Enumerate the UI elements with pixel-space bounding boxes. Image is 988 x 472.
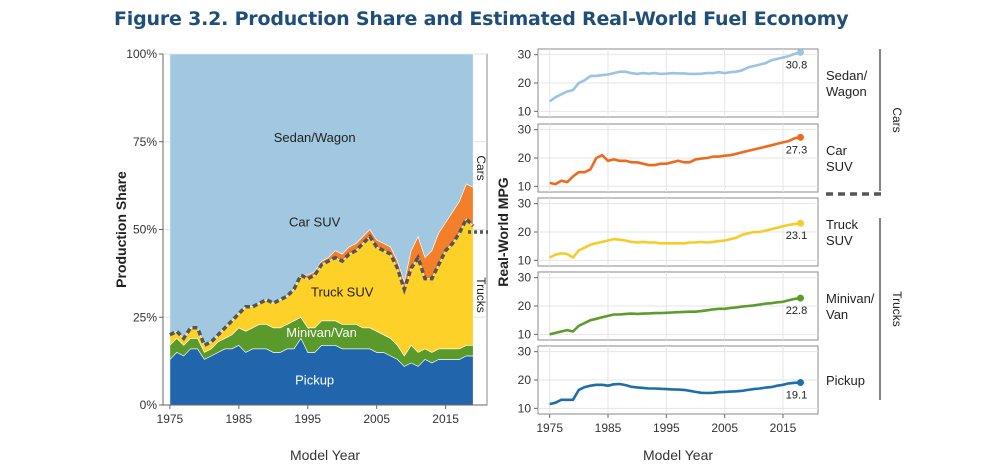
label-minivan-van: Minivan/Van [286,325,357,340]
panel-ytick-label: 20 [518,299,532,313]
area-xtick-label: 1985 [225,412,252,426]
panel-ytick-label: 30 [518,197,532,211]
panel-label: Sedan/ [826,68,868,83]
panel-ytick-label: 30 [518,345,532,359]
mpg-end-value: 19.1 [786,390,807,402]
label-car-suv: Car SUV [289,214,341,229]
mpg-end-value: 23.1 [786,230,807,242]
area-ytick-label: 25% [133,310,157,324]
mpg-endpoint [797,219,804,227]
mpg-line-car-suv [549,136,801,186]
area-ytick-label: 75% [133,135,157,149]
mpg-line-pickup [549,381,801,406]
panel-ytick-label: 10 [518,253,532,267]
area-ytick-label: 50% [133,223,157,237]
area-ytick-label: 0% [140,398,158,412]
label-sedan-wagon: Sedan/Wagon [274,130,356,145]
panel-label: SUV [826,233,853,248]
panel-y-axis-title: Real-World MPG [495,177,511,287]
panel-ytick-label: 30 [518,271,532,285]
mpg-endpoint [797,48,804,56]
mpg-endpoint [797,379,804,387]
panel-ytick-label: 10 [518,327,532,341]
mpg-endpoint [797,294,804,302]
area-xtick-label: 2005 [363,412,390,426]
panel-ytick-label: 10 [518,401,532,415]
panel-label: Car [826,143,848,158]
panel-xtick-label: 1995 [653,421,680,435]
cars-trucks-divider-line [169,216,475,348]
mpg-line-truck-suv [549,221,801,259]
panel-ytick-label: 10 [518,179,532,193]
panel-xtick-label: 1975 [536,421,563,435]
area-x-axis-title: Model Year [290,447,360,463]
area-ytick-label: 100% [126,47,157,61]
panel-xtick-label: 2005 [711,421,738,435]
label-truck-suv: Truck SUV [311,285,374,300]
panel-label: Pickup [826,373,865,388]
area-y-axis-title: Production Share [113,171,129,288]
panel-x-axis-title: Model Year [643,447,713,463]
mpg-end-value: 30.8 [786,59,807,71]
panel-ytick-label: 20 [518,373,532,387]
area-xtick-label: 1975 [157,412,184,426]
mpg-endpoint [797,133,804,141]
side-label-cars: Cars [890,107,904,132]
mpg-end-value: 27.3 [786,144,807,156]
panel-label: Truck [826,217,859,232]
panel-ytick-label: 20 [518,225,532,239]
panel-ytick-label: 20 [518,151,532,165]
panel-xtick-label: 2015 [770,421,797,435]
panel-label: Minivan/ [826,291,875,306]
mpg-line-minivan-van [549,296,801,336]
area-side-label-cars: Cars [474,155,488,180]
label-pickup: Pickup [295,372,334,387]
area-side-label-trucks: Trucks [474,277,488,313]
area-xtick-label: 1995 [294,412,321,426]
panel-ytick-label: 30 [518,48,532,62]
panel-ytick-label: 10 [518,104,532,118]
panel-label: Van [826,307,848,322]
panel-label: Wagon [826,84,867,99]
area-sedan-wagon [169,53,474,346]
area-xtick-label: 2015 [432,412,459,426]
mpg-end-value: 22.8 [786,305,807,317]
figure-title: Figure 3.2. Production Share and Estimat… [114,8,849,30]
panel-xtick-label: 1985 [595,421,622,435]
mpg-line-sedan-wagon [548,51,801,103]
panel-label: SUV [826,159,853,174]
panel-ytick-label: 30 [518,123,532,137]
side-label-trucks: Trucks [890,291,904,327]
panel-ytick-label: 20 [518,76,532,90]
